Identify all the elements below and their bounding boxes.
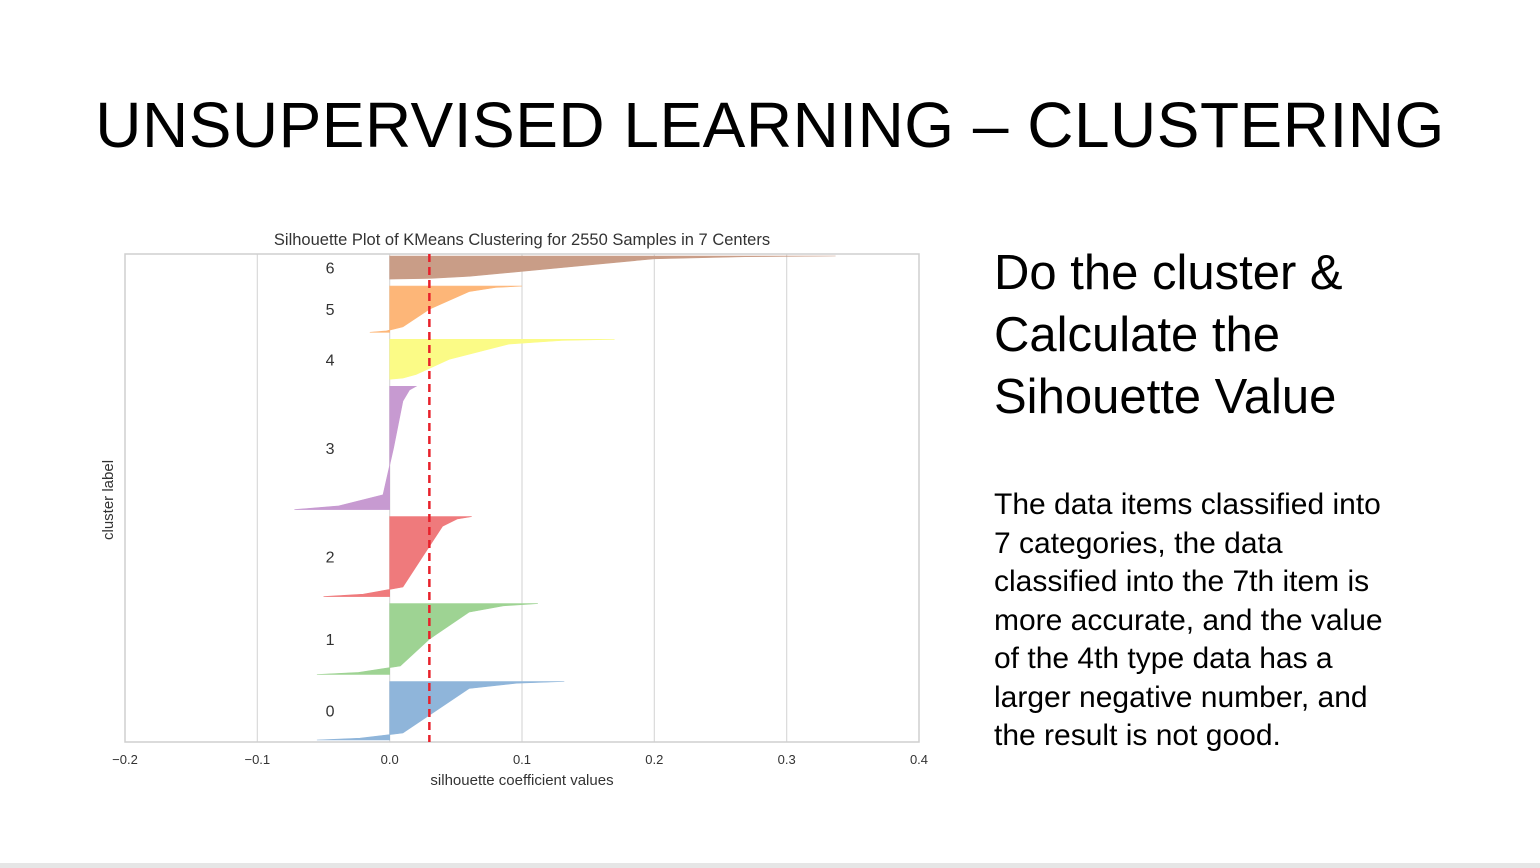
cluster-3-label: 3 [326, 441, 335, 458]
description-line-6: larger negative number, and [994, 680, 1368, 714]
x-tick-label: 0.2 [645, 752, 663, 767]
description-line-2: 7 categories, the data [994, 526, 1283, 560]
cluster-1-silhouette [316, 603, 538, 675]
description-line-3: classified into the 7th item is [994, 565, 1370, 598]
chart-svg: 0 1 2 3 4 5 6 −0.2 −0.1 0.0 0.1 0.2 0.3 0.4 Silhouette… [100, 231, 928, 789]
cluster-6-label: 6 [326, 261, 335, 278]
x-tick-label: −0.2 [112, 752, 138, 767]
cluster-5-silhouette [369, 285, 523, 333]
cluster-1-label: 1 [326, 632, 335, 649]
x-tick-label: 0.1 [513, 752, 531, 767]
y-axis-label: cluster label [100, 460, 117, 540]
plot-frame [124, 253, 920, 743]
description-text: The data items classified into 7 categor… [994, 486, 1464, 756]
chart-title: Silhouette Plot of KMeans Clustering for… [274, 231, 770, 249]
description-line-1: The data items classified into [994, 488, 1381, 521]
cluster-5-label: 5 [326, 302, 335, 319]
cluster-6-silhouette [389, 255, 836, 280]
heading-line-3: Sihouette Value [994, 370, 1337, 424]
description-line-4: more accurate, and the value [994, 603, 1383, 637]
cluster-0-silhouette [316, 681, 565, 741]
x-tick-label: 0.0 [381, 752, 399, 767]
heading-line-1: Do the cluster & [994, 246, 1343, 300]
x-tick-label: 0.4 [910, 752, 928, 767]
x-axis-label: silhouette coefficient values [430, 772, 613, 789]
cluster-4-silhouette [389, 339, 615, 380]
silhouette-chart: 0 1 2 3 4 5 6 −0.2 −0.1 0.0 0.1 0.2 0.3 0.4 Silhouette… [95, 222, 945, 802]
description-line-7: the result is not good. [994, 719, 1281, 752]
cluster-2-silhouette [323, 516, 472, 597]
x-tick-label: −0.1 [244, 752, 270, 767]
cluster-4-label: 4 [326, 352, 335, 369]
heading-line-2: Calculate the [994, 308, 1281, 362]
x-tick-label: 0.3 [778, 752, 796, 767]
slide-bottom-border [0, 863, 1540, 868]
slide-title: UNSUPERVISED LEARNING – CLUSTERING [95, 89, 1445, 161]
description-line-5: of the 4th type data has a [994, 642, 1333, 675]
cluster-0-label: 0 [326, 704, 335, 721]
cluster-3-silhouette [294, 386, 418, 510]
section-heading: Do the cluster & Calculate the Sihouette… [994, 242, 1514, 428]
cluster-2-label: 2 [326, 550, 335, 567]
